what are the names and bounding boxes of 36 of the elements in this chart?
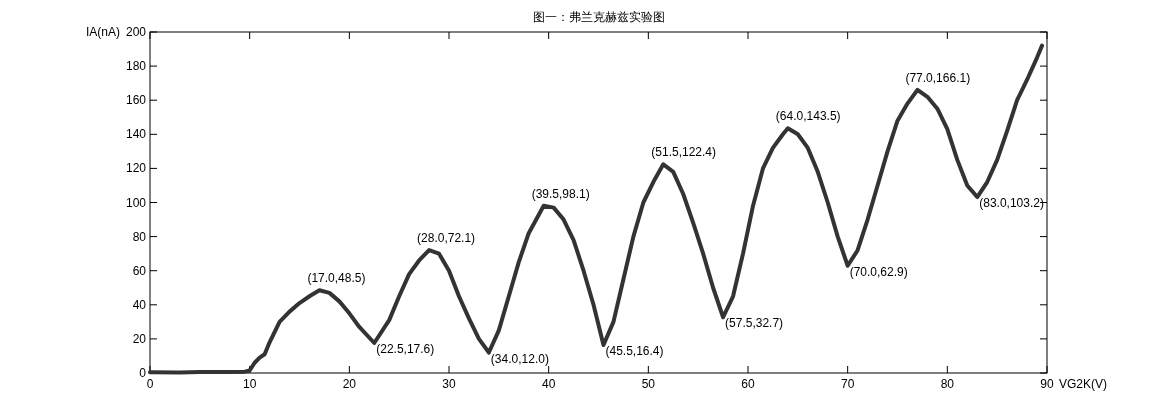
x-tick-label: 90 (1040, 377, 1054, 391)
x-tick-label: 60 (741, 377, 755, 391)
x-tick-label: 40 (541, 377, 556, 391)
annotation: (57.5,32.7) (725, 316, 784, 331)
annotation: (39.5,98.1) (531, 186, 590, 201)
y-tick-label: 180 (125, 59, 147, 74)
annotation: (77.0,166.1) (905, 70, 971, 85)
x-axis-title: VG2K(V) (1059, 377, 1108, 391)
x-tick-label: 30 (442, 377, 456, 391)
y-tick-label: 0 (139, 366, 147, 380)
x-tick-label: 70 (840, 377, 855, 391)
annotation: (17.0,48.5) (307, 271, 366, 286)
x-tick-label: 50 (641, 377, 656, 391)
annotation: (34.0,12.0) (490, 351, 549, 366)
y-tick-label: 120 (125, 161, 147, 176)
annotation: (28.0,72.1) (417, 231, 476, 246)
y-tick-label: 160 (125, 93, 147, 108)
annotation: (70.0,62.9) (849, 264, 908, 279)
y-tick-label: 140 (125, 127, 147, 142)
y-tick-label: 200 (125, 25, 147, 39)
y-tick-label: 80 (132, 229, 147, 244)
x-tick-label: 80 (940, 377, 955, 391)
chart-title: 图一：弗兰克赫兹实验图 (532, 10, 665, 24)
annotation: (64.0,143.5) (775, 109, 841, 124)
line-series (148, 43, 1045, 375)
x-tick-label: 20 (342, 377, 357, 391)
annotation: (51.5,122.4) (651, 145, 716, 160)
y-axis-title: IA(nA) (85, 25, 120, 39)
y-tick-label: 40 (132, 297, 147, 312)
y-tick-label: 20 (132, 331, 147, 346)
y-tick-label: 60 (132, 263, 147, 278)
annotation: (83.0,103.2) (979, 196, 1044, 211)
annotation: (22.5,17.6) (376, 341, 435, 356)
y-tick-label: 100 (125, 195, 147, 210)
annotation: (45.5,16.4) (605, 344, 664, 359)
x-tick-label: 10 (242, 377, 257, 391)
